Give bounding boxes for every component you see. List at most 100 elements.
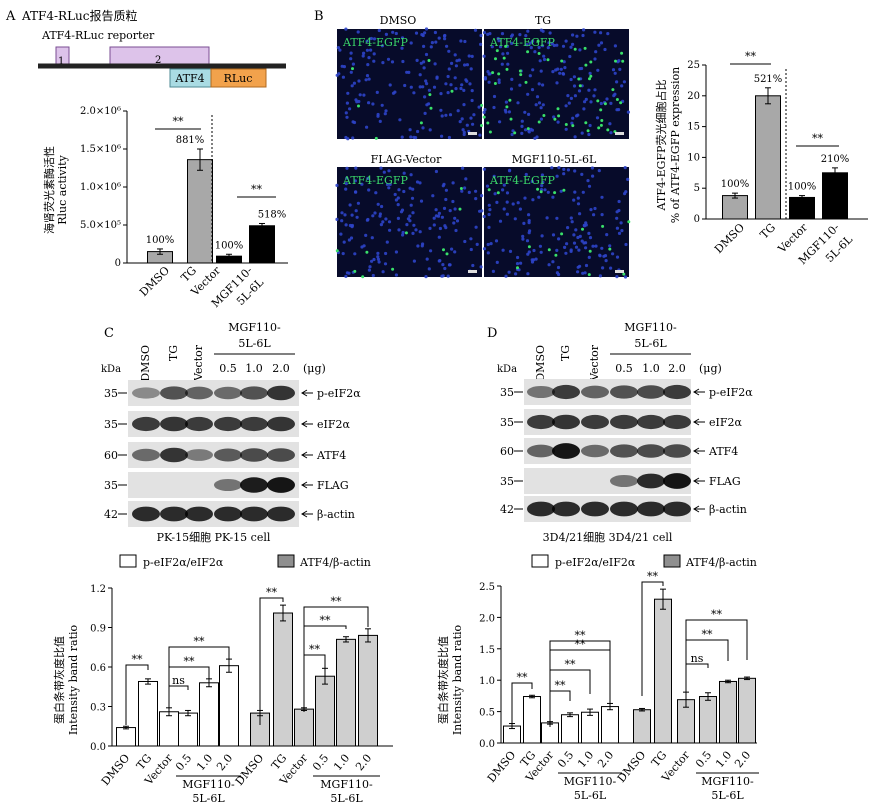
- nucleus-dot: [388, 83, 392, 87]
- nucleus-dot: [429, 249, 433, 253]
- nucleus-dot: [524, 128, 528, 132]
- egfp-dot: [505, 105, 509, 109]
- nucleus-dot: [597, 169, 601, 173]
- nucleus-dot: [587, 184, 592, 188]
- nucleus-dot: [358, 93, 362, 97]
- band: [637, 385, 665, 399]
- dose-label-2: 2.0: [272, 362, 290, 375]
- nucleus-dot: [492, 174, 496, 178]
- nucleus-dot: [615, 255, 620, 259]
- nucleus-dot: [526, 272, 530, 276]
- nucleus-dot: [344, 274, 348, 278]
- sig-s1-3-bracket: [685, 619, 748, 698]
- band: [267, 477, 295, 493]
- nucleus-dot: [356, 201, 360, 205]
- nucleus-dot: [623, 275, 628, 279]
- egfp-dot: [458, 207, 462, 211]
- panel-a-ylabel-cn: 海肾荧光素酶活性: [42, 146, 56, 234]
- nucleus-dot: [344, 111, 348, 115]
- nucleus-dot: [445, 44, 449, 48]
- nucleus-dot: [520, 131, 524, 135]
- egfp-dot: [459, 187, 463, 190]
- nucleus-dot: [555, 248, 559, 252]
- band: [610, 414, 638, 430]
- y-tick-label: 15: [687, 122, 700, 133]
- nucleus-dot: [587, 88, 591, 92]
- egfp-dot: [539, 190, 543, 194]
- row-arrow: [693, 447, 705, 455]
- panel-a-ylabel-en: Rluc activity: [56, 154, 69, 224]
- nucleus-dot: [409, 203, 413, 207]
- nucleus-dot: [500, 62, 504, 66]
- nucleus-dot: [556, 67, 560, 71]
- egfp-dot: [564, 123, 568, 126]
- bar-3: [822, 172, 848, 220]
- micro-image-2: ATF4-EGFP: [335, 166, 484, 279]
- nucleus-dot: [482, 247, 487, 251]
- x-label: DMSO: [233, 752, 267, 788]
- nucleus-dot: [376, 202, 380, 206]
- nucleus-dot: [520, 124, 524, 128]
- nucleus-dot: [572, 75, 577, 79]
- egfp-dot: [606, 128, 610, 132]
- nucleus-dot: [345, 176, 349, 180]
- nucleus-dot: [416, 129, 420, 134]
- egfp-dot: [351, 67, 354, 71]
- nucleus-dot: [569, 45, 573, 49]
- nucleus-dot: [384, 251, 388, 256]
- egfp-dot: [601, 224, 605, 228]
- nucleus-dot: [580, 172, 584, 176]
- dose-label-1: 1.0: [245, 362, 263, 375]
- nucleus-dot: [376, 251, 380, 255]
- sig-s0-3-label: **: [575, 638, 587, 651]
- nucleus-dot: [344, 187, 348, 191]
- egfp-dot: [587, 273, 591, 277]
- nucleus-dot: [376, 257, 380, 261]
- nucleus-dot: [370, 259, 374, 263]
- egfp-dot: [614, 59, 617, 63]
- nucleus-dot: [542, 54, 546, 58]
- row-arrow: [693, 418, 705, 426]
- nucleus-dot: [341, 252, 345, 256]
- nucleus-dot: [600, 246, 604, 250]
- nucleus-dot: [606, 31, 610, 36]
- legend-white-swatch-right: [531, 554, 549, 568]
- nucleus-dot: [511, 129, 515, 133]
- egfp-dot: [419, 121, 423, 125]
- nucleus-dot: [570, 121, 574, 125]
- nucleus-dot: [576, 196, 580, 200]
- band: [214, 416, 242, 432]
- nucleus-dot: [437, 211, 441, 215]
- band: [132, 416, 160, 432]
- group-name: MGF110-: [182, 778, 235, 791]
- egfp-dot: [577, 77, 581, 81]
- dose-label-0: 0.5: [615, 362, 633, 375]
- nucleus-dot: [385, 240, 389, 244]
- nucleus-dot: [539, 250, 543, 254]
- bar-s0-1: [138, 680, 158, 747]
- nucleus-dot: [525, 43, 529, 47]
- nucleus-dot: [447, 135, 451, 140]
- x-label: 2.0: [353, 752, 374, 774]
- egfp-dot: [615, 98, 619, 101]
- nucleus-dot: [505, 191, 510, 195]
- mw-label: 35: [500, 416, 514, 429]
- nucleus-dot: [437, 235, 441, 239]
- egfp-tag: ATF4-EGFP: [489, 174, 555, 187]
- protein-label: ATF4: [316, 449, 346, 462]
- nucleus-dot: [555, 43, 559, 47]
- mw-label: 42: [500, 503, 514, 516]
- nucleus-dot: [411, 187, 415, 191]
- nucleus-dot: [480, 209, 484, 213]
- nucleus-dot: [594, 50, 598, 54]
- nucleus-dot: [344, 182, 348, 186]
- nucleus-dot: [478, 133, 482, 137]
- y-tick-label: 5.0×10⁵: [80, 220, 121, 231]
- image-title-vector: FLAG-Vector: [371, 153, 442, 166]
- band: [663, 414, 691, 430]
- nucleus-dot: [400, 208, 405, 212]
- nucleus-dot: [393, 192, 397, 197]
- nucleus-dot: [345, 101, 349, 105]
- egfp-dot: [536, 39, 540, 43]
- nucleus-dot: [577, 248, 581, 252]
